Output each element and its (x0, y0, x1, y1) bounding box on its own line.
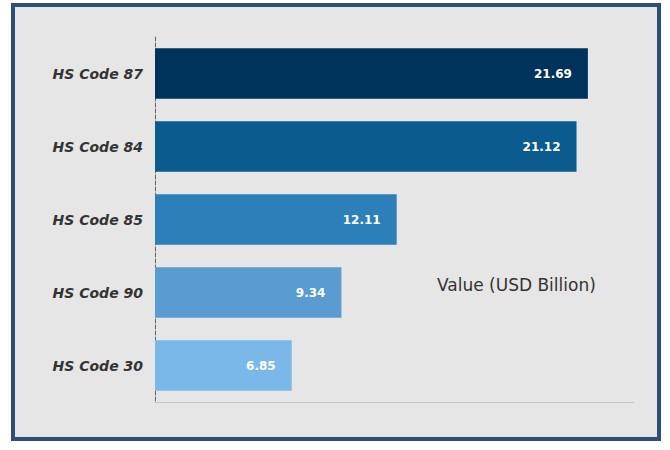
svg-text:HS Code 30: HS Code 30 (53, 358, 144, 374)
svg-text:HS Code 87: HS Code 87 (53, 66, 144, 82)
svg-text:9.34: 9.34 (296, 286, 326, 300)
svg-text:HS Code 90: HS Code 90 (53, 285, 144, 301)
svg-text:HS Code 85: HS Code 85 (53, 212, 144, 228)
svg-text:12.11: 12.11 (343, 213, 381, 227)
svg-text:21.12: 21.12 (523, 140, 561, 154)
svg-text:HS Code 84: HS Code 84 (53, 139, 143, 155)
svg-text:6.85: 6.85 (246, 359, 276, 373)
svg-text:21.69: 21.69 (534, 67, 572, 81)
svg-text:Value (USD Billion): Value (USD Billion) (437, 275, 596, 295)
